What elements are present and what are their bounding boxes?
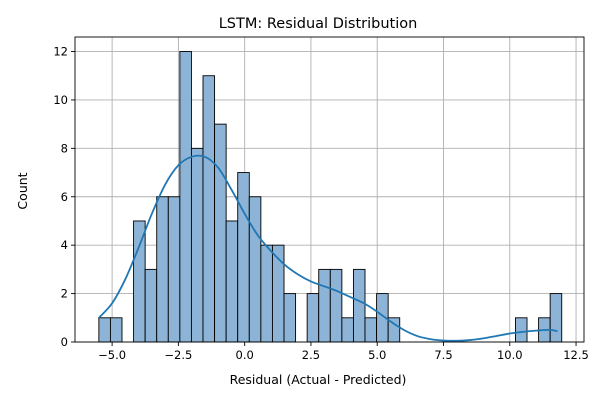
- kde-curve: [98, 154, 558, 342]
- x-axis-label: Residual (Actual - Predicted): [230, 372, 407, 387]
- axes: [74, 36, 585, 343]
- x-tick-label: 12.5: [563, 348, 589, 362]
- histogram-bar: [109, 317, 123, 343]
- histogram-bar: [98, 317, 111, 343]
- histogram-bar: [237, 172, 250, 343]
- histogram-bar: [364, 317, 378, 343]
- histogram-bar: [341, 317, 354, 343]
- y-tick-label: 2: [61, 287, 68, 301]
- histogram-bars: [98, 51, 563, 343]
- histogram-bar: [179, 51, 192, 343]
- histogram-bar: [260, 244, 273, 343]
- histogram-bar: [144, 268, 158, 343]
- x-tick-label: 7.5: [434, 348, 452, 362]
- x-tick-label: −5.0: [98, 348, 126, 362]
- y-tick-label: 4: [61, 238, 68, 252]
- y-axis-ticks: 0 2 4 6 8 10 12: [53, 45, 75, 349]
- histogram-bar: [202, 75, 216, 343]
- y-tick-label: 12: [53, 45, 68, 59]
- x-axis-ticks: −5.0 −2.5 0.0 2.5 5.0 7.5 10.0 12.5: [98, 342, 589, 362]
- histogram-bar: [167, 196, 181, 343]
- histogram-bar: [214, 123, 227, 343]
- y-axis-label: Count: [15, 172, 30, 209]
- x-tick-label: −2.5: [164, 348, 192, 362]
- histogram-bar: [329, 268, 343, 343]
- x-tick-label: 0.0: [236, 348, 254, 362]
- histogram-bar: [514, 317, 528, 343]
- histogram-bar: [190, 147, 204, 343]
- y-tick-label: 8: [61, 141, 68, 155]
- x-tick-label: 5.0: [368, 348, 386, 362]
- histogram-bar: [318, 268, 331, 343]
- y-tick-label: 0: [61, 335, 68, 349]
- histogram-bar: [248, 196, 262, 343]
- histogram-bar: [306, 293, 320, 343]
- y-tick-label: 6: [61, 190, 68, 204]
- histogram-bar: [225, 220, 239, 343]
- histogram-bar: [352, 268, 366, 343]
- x-tick-label: 10.0: [497, 348, 523, 362]
- histogram-bar: [283, 293, 297, 343]
- x-tick-label: 2.5: [302, 348, 320, 362]
- histogram-bar: [549, 293, 563, 343]
- y-tick-label: 10: [53, 93, 68, 107]
- histogram-bar: [156, 196, 169, 343]
- plot-frame: [74, 36, 585, 343]
- chart-title: LSTM: Residual Distribution: [219, 16, 418, 32]
- histogram-bar: [133, 220, 146, 343]
